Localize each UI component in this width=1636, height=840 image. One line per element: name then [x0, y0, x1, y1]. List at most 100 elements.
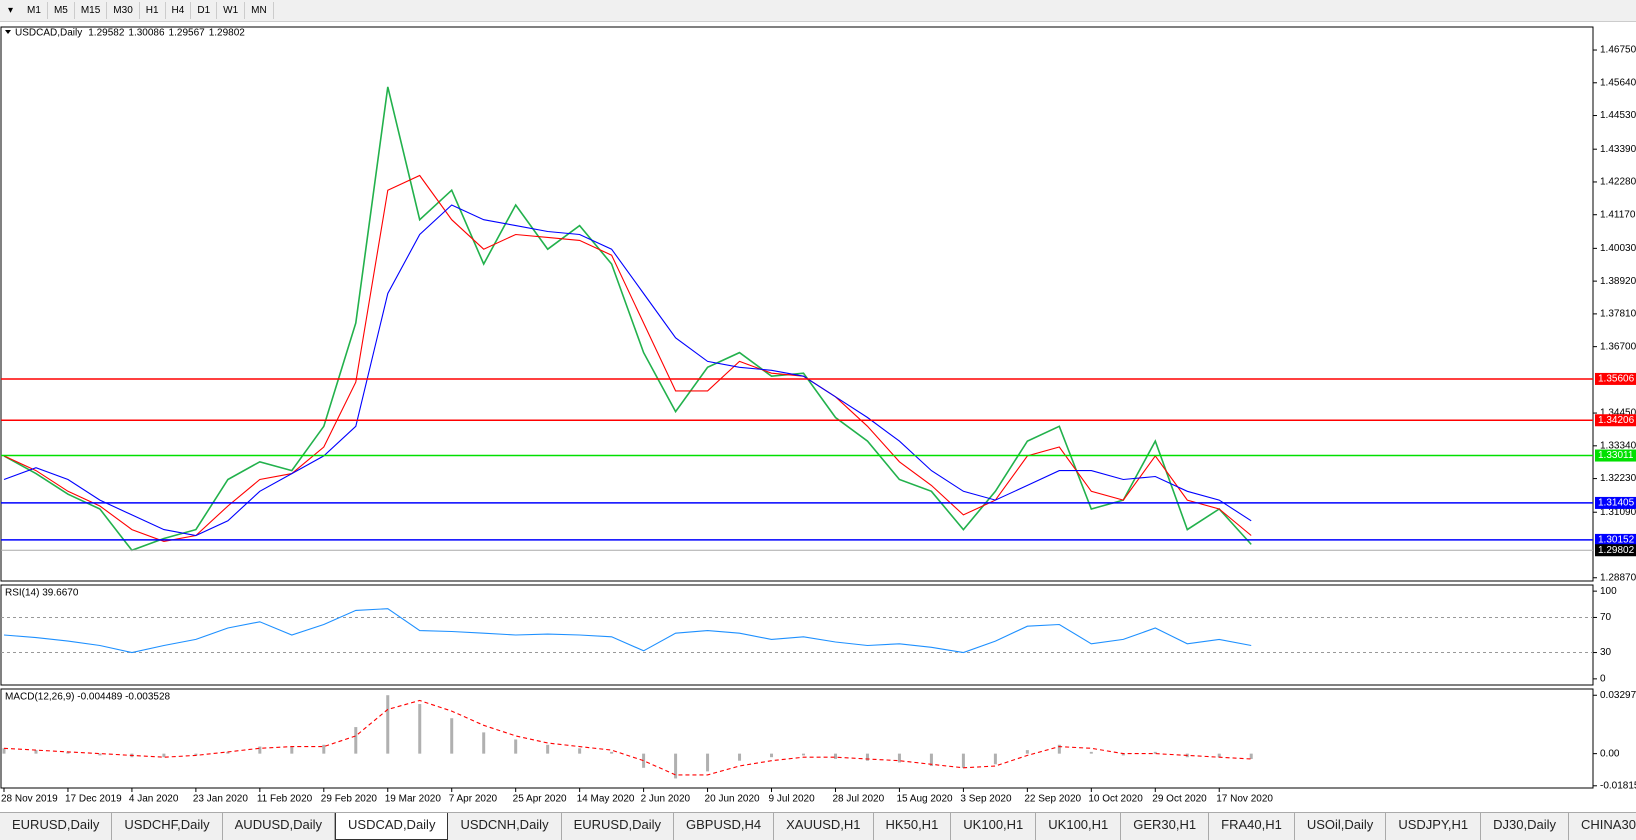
y-tick-label: 70: [1600, 612, 1612, 623]
level-label: 1.35606: [1598, 374, 1635, 385]
series-line: [3, 608, 1252, 654]
histogram-bar: [226, 751, 230, 754]
current-price-box: [1595, 544, 1636, 557]
x-tick-label: 29 Oct 2020: [1152, 794, 1207, 805]
y-tick-label: -0.018154: [1600, 780, 1636, 791]
toolbar: ▾ M1 M5 M15 M30 H1 H4 D1 W1 MN: [0, 0, 1636, 22]
x-tick-label: 11 Feb 2020: [257, 794, 313, 805]
timeframe-button[interactable]: M1: [21, 2, 48, 19]
histogram-bar: [802, 753, 805, 756]
level-label-box: [1595, 533, 1636, 546]
chart-window: 1.46750 1.45640 1.44530 1.43390 1.42280 1.411…: [0, 26, 1636, 805]
y-tick-label: 1.41170: [1600, 209, 1636, 220]
histogram-bar: [418, 704, 422, 754]
level-label-box: [1595, 372, 1636, 385]
x-tick-label: 20 Jun 2020: [705, 794, 760, 805]
y-tick-label: 0.032972: [1600, 690, 1636, 701]
level-label: 1.33011: [1598, 450, 1634, 461]
chart-tab[interactable]: FRA40,H1: [1209, 813, 1295, 840]
x-tick-label: 28 Jul 2020: [832, 794, 884, 805]
indicator-title: MACD(12,26,9) -0.004489 -0.003528: [5, 692, 171, 703]
histogram-bar: [66, 751, 70, 754]
chart-title: USDCAD,Daily: [15, 28, 82, 39]
histogram-bar: [1121, 753, 1125, 756]
y-tick-label: 30: [1600, 647, 1612, 658]
histogram-bar: [162, 753, 166, 758]
y-tick-label: 1.44530: [1600, 110, 1636, 121]
histogram-bar: [738, 753, 742, 761]
timeframe-button[interactable]: H4: [166, 2, 192, 19]
chart-tab[interactable]: UK100,H1: [1036, 813, 1122, 840]
current-price-label: 1.29802: [1598, 545, 1635, 556]
timeframe-button[interactable]: W1: [217, 2, 246, 19]
chart-tab[interactable]: XAUUSD,H1: [774, 813, 874, 840]
chart-tabs: EURUSD,Daily USDCHF,Daily AUDUSD,Daily USDC…: [0, 812, 1636, 840]
histogram-bar: [1217, 753, 1221, 758]
histogram-bar: [354, 727, 358, 754]
histogram-bar: [642, 753, 646, 768]
series-line: [3, 204, 1252, 537]
chart-tab[interactable]: HK50,H1: [874, 813, 952, 840]
chart-tab[interactable]: EURUSD,Daily: [0, 813, 113, 840]
histogram-bar: [865, 753, 869, 761]
timeframe-button[interactable]: D1: [191, 2, 218, 19]
level-label: 1.30152: [1598, 535, 1635, 546]
histogram-bar: [1249, 753, 1253, 759]
y-tick-label: 1.43390: [1600, 144, 1636, 155]
histogram-bar: [706, 753, 710, 772]
timeframe-button[interactable]: H1: [140, 2, 166, 19]
x-tick-label: 9 Jul 2020: [769, 794, 816, 805]
chart-tab[interactable]: DJ30,Daily: [1481, 813, 1570, 840]
histogram-bar: [897, 753, 901, 763]
x-tick-label: 15 Aug 2020: [896, 794, 953, 805]
y-tick-label: 1.34450: [1600, 408, 1636, 419]
histogram-bar: [961, 753, 965, 768]
histogram-bar: [450, 718, 454, 754]
y-tick-label: 1.46750: [1600, 45, 1636, 56]
histogram-bar: [34, 750, 38, 754]
chart-tab[interactable]: USDJPY,H1: [1386, 813, 1482, 840]
chart-tab[interactable]: GER30,H1: [1121, 813, 1210, 840]
y-tick-label: 1.36700: [1600, 341, 1636, 352]
timeframe-button[interactable]: M5: [48, 2, 75, 19]
x-tick-label: 22 Sep 2020: [1024, 794, 1081, 805]
histogram-bar: [1057, 744, 1061, 754]
y-tick-label: 100: [1600, 586, 1617, 597]
y-tick-label: 0.00: [1600, 748, 1620, 759]
y-tick-label: 1.28870: [1600, 572, 1636, 583]
chart-tab[interactable]: USDCAD,Daily: [335, 813, 449, 840]
y-tick-label: 1.40030: [1600, 243, 1636, 254]
chart-tab[interactable]: USDCNH,Daily: [448, 813, 562, 840]
x-tick-label: 28 Nov 2019: [1, 794, 58, 805]
histogram-bar: [514, 739, 518, 754]
histogram-bar: [833, 753, 837, 759]
menu-icon[interactable]: ▾: [8, 5, 14, 16]
x-tick-label: 25 Apr 2020: [513, 794, 567, 805]
chart-tab[interactable]: CHINA300,H1: [1569, 813, 1636, 840]
histogram-bar: [1153, 751, 1157, 754]
chart-tab[interactable]: EURUSD,Daily: [562, 813, 674, 840]
panel: [0, 26, 1594, 582]
histogram-bar: [1025, 750, 1029, 754]
y-tick-label: 1.38920: [1600, 276, 1636, 287]
chart-tab[interactable]: UK100,H1: [951, 813, 1037, 840]
y-tick-label: 1.32230: [1600, 473, 1636, 484]
histogram-bar: [258, 746, 262, 754]
histogram-bar: [929, 753, 933, 767]
histogram-bar: [578, 748, 582, 754]
x-tick-label: 4 Jan 2020: [129, 794, 179, 805]
histogram-bar: [194, 753, 198, 756]
chart-tab[interactable]: USOil,Daily: [1295, 813, 1387, 840]
timeframe-button[interactable]: MN: [245, 2, 274, 19]
timeframe-button[interactable]: M30: [107, 2, 140, 19]
chart-tab[interactable]: USDCHF,Daily: [112, 813, 223, 840]
title-arrow: [5, 30, 11, 34]
quote-value: 1.29802: [209, 28, 246, 39]
y-tick-label: 0: [1600, 674, 1606, 685]
chart-tab[interactable]: GBPUSD,H4: [674, 813, 775, 840]
timeframe-button[interactable]: M15: [75, 2, 108, 19]
chart-tab[interactable]: AUDUSD,Daily: [223, 813, 336, 840]
indicator-title: RSI(14) 39.6670: [5, 588, 79, 599]
level-label-box: [1595, 449, 1636, 462]
